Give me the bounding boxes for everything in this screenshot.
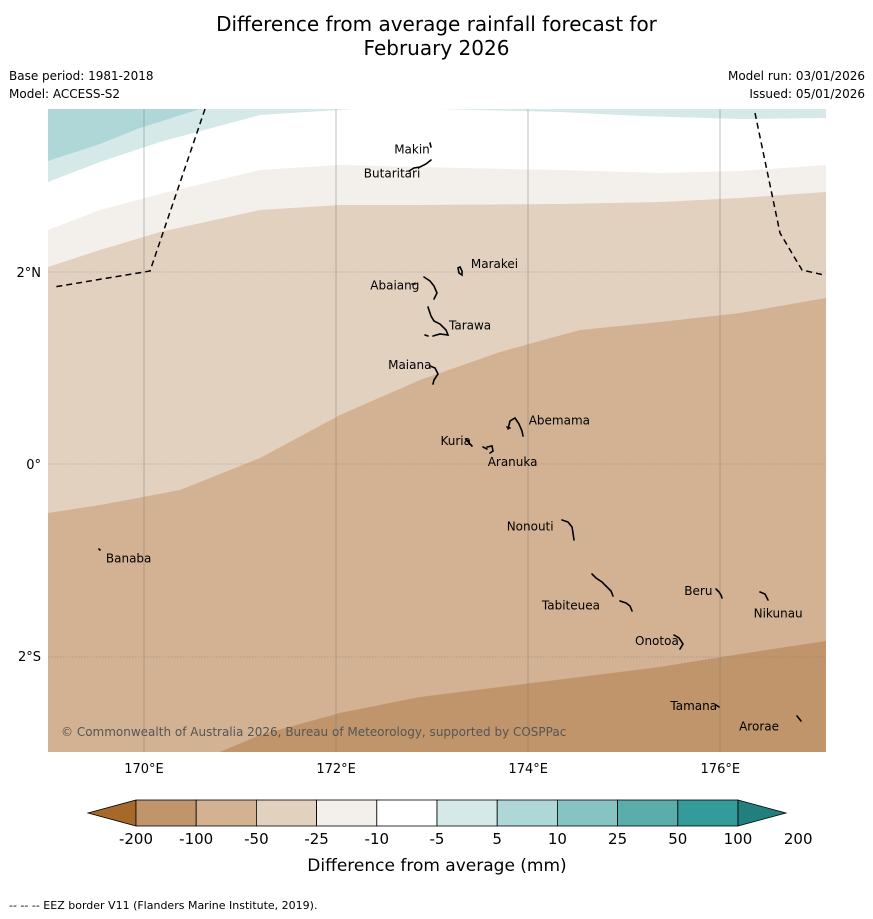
island-arorae [796,715,802,722]
colorbar-segment [316,799,378,827]
eez-footnote: -- -- -- EEZ border V11 (Flanders Marine… [9,899,318,912]
place-label-banaba: Banaba [106,552,152,566]
colorbar-segment [557,799,619,827]
island-butaritari [408,159,432,172]
island-maiana [429,365,439,385]
colorbar-tick-label: 100 [724,830,753,848]
gridlines [48,109,826,752]
eez-border-east [754,112,825,276]
colorbar-title: Difference from average (mm) [307,856,566,876]
band-10-25 [48,109,200,161]
place-labels: Makin Butaritari Marakei Abaiang Tarawa Maian… [106,142,803,733]
forecast-bands [48,109,826,752]
colorbar-segment [496,799,558,827]
lat-tick-label: 0° [26,458,41,473]
model-run-date: Model run: 03/01/2026 [727,69,865,83]
title-line-1: Difference from average rainfall forecas… [216,12,657,36]
island-makin [429,142,432,148]
place-label-butaritari: Butaritari [364,166,421,180]
colorbar-tick-label: -50 [244,830,269,848]
place-label-onotoa: Onotoa [635,634,679,648]
place-label-nikunau: Nikunau [754,607,803,621]
island-banaba [98,548,101,551]
place-label-maiana: Maiana [388,358,431,372]
colorbar-tick-label: 200 [784,830,813,848]
colorbar-tick-label: -5 [430,830,445,848]
copyright-notice: © Commonwealth of Australia 2026, Bureau… [61,725,566,739]
island-onotoa [673,634,684,650]
title-line-2: February 2026 [363,36,510,60]
lon-tick-label: 174°E [508,762,548,777]
colorbar-tick-label: -100 [179,830,213,848]
island-tabiteuea [591,573,633,612]
place-label-tabiteuea: Tabiteuea [541,599,600,613]
place-label-beru: Beru [684,584,712,598]
colorbar-segment [195,799,257,827]
lon-tick-label: 176°E [701,762,741,777]
meta-left: Base period: 1981-2018 Model: ACCESS-S2 [9,67,154,103]
band-minus-200-minus-100 [220,641,826,752]
colorbar-tick-label: 50 [668,830,687,848]
colorbar-segment [677,799,739,827]
colorbar-segment [617,799,679,827]
place-label-abaiang: Abaiang [370,278,419,292]
map-title: Difference from average rainfall forecas… [0,12,873,60]
axis-tick-labels: 170°E 172°E 174°E 176°E 2°N 0° 2°S [17,266,741,777]
colorbar-tick-label: -200 [119,830,153,848]
colorbar-tick-label: -10 [365,830,390,848]
colorbar-segment [376,799,438,827]
island-nikunau [759,591,769,601]
colorbar-tick-label: -25 [304,830,329,848]
island-abaiang [411,276,438,300]
place-label-makin: Makin [394,142,430,156]
place-label-nonouti: Nonouti [507,519,554,533]
colorbar-tick-label: 5 [492,830,502,848]
lon-tick-label: 172°E [316,762,356,777]
lon-tick-label: 170°E [124,762,164,777]
lat-tick-label: 2°N [17,266,42,281]
island-outlines [98,142,802,722]
island-nonouti [561,519,575,541]
eez-border-west [53,108,206,288]
colorbar: -200 -100 -50 -25 -10 -5 5 10 25 50 100 200 Differen… [86,799,813,876]
colorbar-tick-label: 10 [548,830,567,848]
colorbar-segment [255,799,317,827]
island-abemama [506,416,524,437]
island-kuria [465,438,473,447]
island-tarawa [424,306,450,337]
place-label-arorae: Arorae [739,719,779,733]
lat-tick-label: 2°S [18,650,41,665]
colorbar-segment [135,799,197,827]
place-label-kuria: Kuria [441,434,472,448]
eez-border [53,108,825,288]
place-label-tarawa: Tarawa [448,319,491,333]
island-aranuka [482,445,494,454]
colorbar-extend-low [86,799,137,827]
place-label-abemama: Abemama [529,414,590,428]
colorbar-extend-high [737,799,788,827]
place-label-tamana: Tamana [669,699,717,713]
island-beru [715,588,723,599]
island-marakei [457,265,463,277]
place-label-marakei: Marakei [471,257,518,271]
place-label-aranuka: Aranuka [488,455,538,469]
band-minus-10-5 [48,109,826,230]
colorbar-segment [436,799,498,827]
meta-right: Model run: 03/01/2026 Issued: 05/01/2026 [728,67,865,103]
colorbar-tick-label: 25 [608,830,627,848]
island-tamana [715,704,720,708]
issued-date: Issued: 05/01/2026 [749,87,865,101]
model-name: Model: ACCESS-S2 [9,87,121,101]
base-period: Base period: 1981-2018 [9,69,154,83]
